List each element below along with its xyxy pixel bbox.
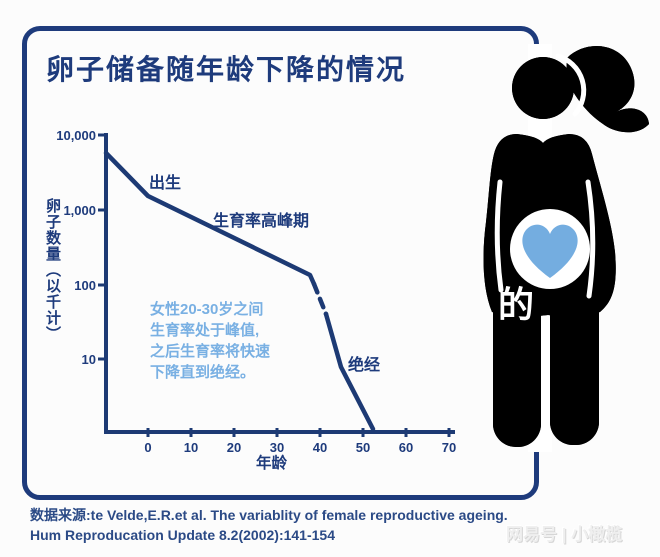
x-tick-70: 70 (442, 440, 456, 455)
y-tick-10: 10 (82, 352, 96, 367)
x-tick-30: 30 (270, 440, 284, 455)
pregnant-woman-figure (477, 44, 649, 452)
x-tick-60: 60 (399, 440, 413, 455)
y-axis-title: 卵子数量（以千计） (44, 198, 61, 342)
y-axis-tick-labels: 10,000 1,000 100 10 (56, 128, 96, 367)
y-tick-1000: 1,000 (63, 203, 96, 218)
page-title: 卵子储备随年龄下降的情况 (46, 54, 407, 85)
y-tick-100: 100 (74, 278, 96, 293)
hair-gap (555, 53, 587, 117)
birth-label: 出生 (149, 173, 181, 192)
x-tick-20: 20 (227, 440, 241, 455)
data-source: 数据来源:te Velde,E.R.et al. The variablity … (30, 505, 508, 545)
brand-watermark: 网易号 | 小橄榄 (506, 525, 623, 544)
annotation-line: 之后生育率将快速 (150, 343, 271, 360)
chart-axes (98, 133, 455, 437)
left-arm-gap (494, 179, 504, 293)
annotation-line: 女性20-30岁之间 (150, 301, 264, 318)
annotation-line: 生育率处于峰值, (150, 322, 260, 339)
x-tick-10: 10 (184, 440, 198, 455)
source-line-1: 数据来源:te Velde,E.R.et al. The variablity … (30, 507, 508, 523)
annotation-line: 下降直到绝经。 (150, 364, 256, 381)
x-tick-0: 0 (144, 440, 151, 455)
overlay-watermark: 的 (498, 284, 535, 325)
menopause-label: 绝经 (348, 355, 380, 374)
egg-count-curve (103, 150, 376, 432)
x-tick-40: 40 (313, 440, 327, 455)
y-tick-10000: 10,000 (56, 128, 96, 143)
fertility-annotation: 女性20-30岁之间 生育率处于峰值, 之后生育率将快速 下降直到绝经。 (150, 299, 270, 383)
x-axis-title: 年龄 (256, 453, 288, 472)
peak-fertility-label: 生育率高峰期 (213, 211, 309, 230)
right-arm-gap (585, 179, 596, 299)
x-axis-tick-labels: 0 10 20 30 40 50 60 70 (144, 440, 456, 455)
heart-icon (522, 224, 578, 278)
x-tick-50: 50 (356, 440, 370, 455)
source-line-2: Hum Reproducation Update 8.2(2002):141-1… (30, 527, 335, 543)
